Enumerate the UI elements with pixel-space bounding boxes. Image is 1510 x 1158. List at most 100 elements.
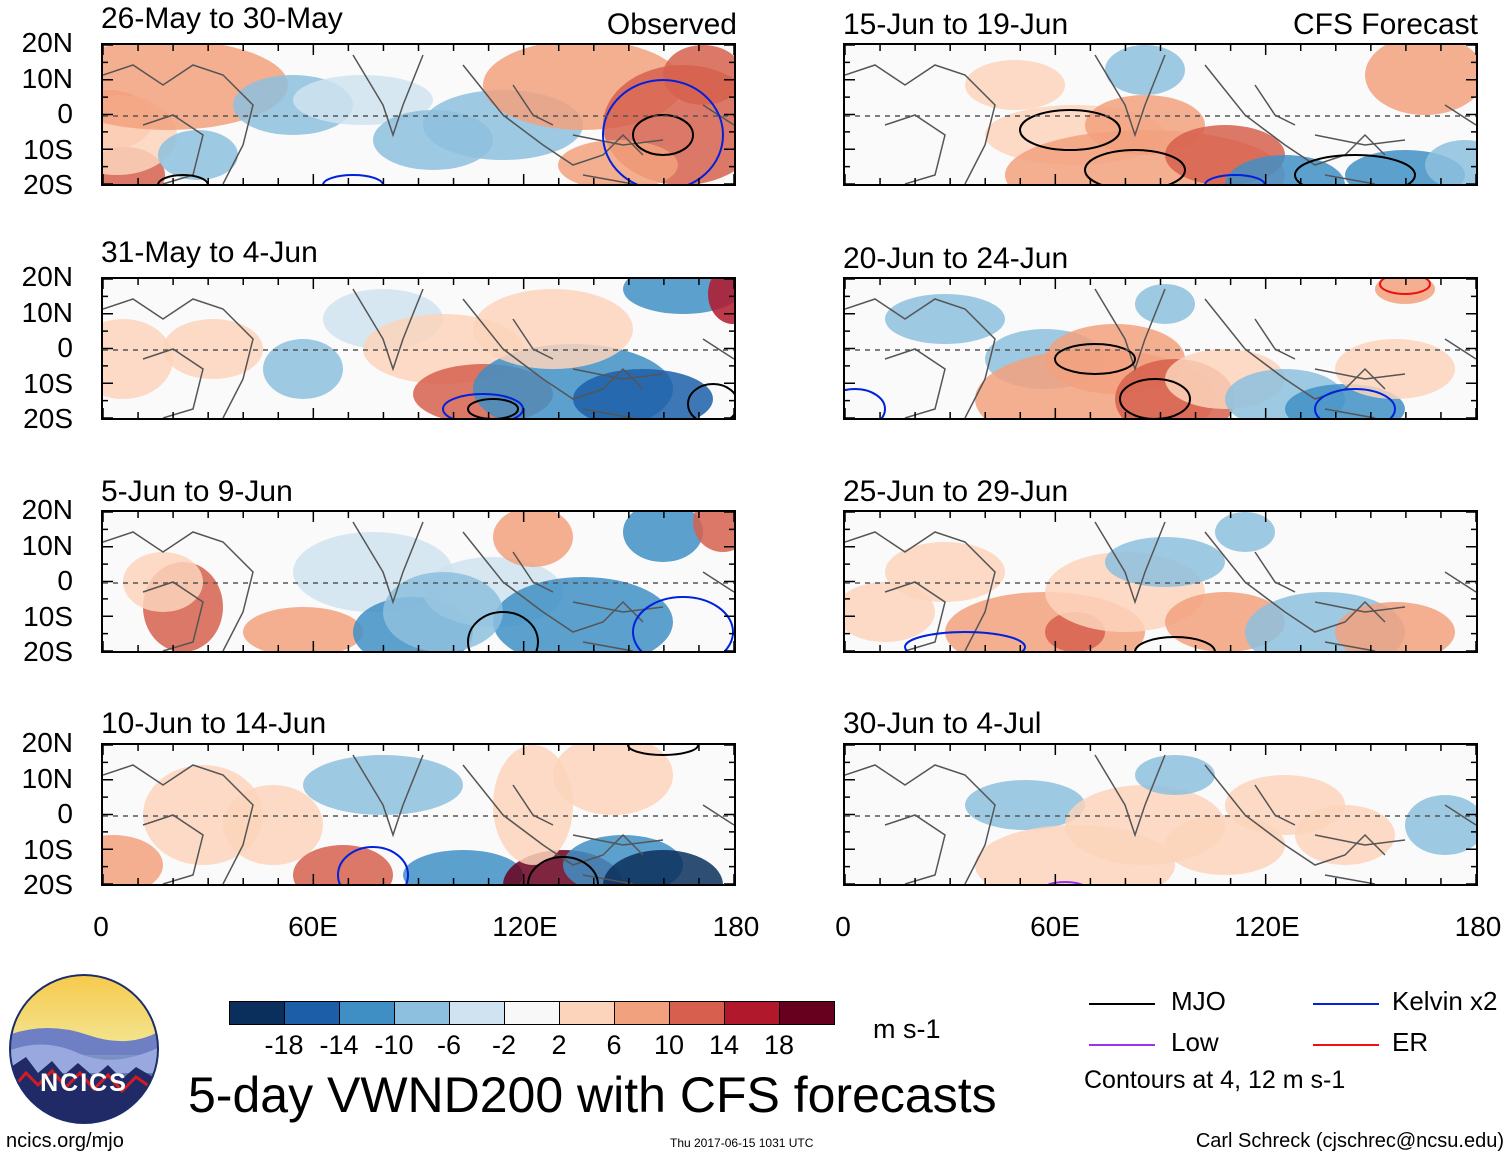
panel-field	[103, 45, 734, 184]
field-anomaly	[1295, 805, 1395, 865]
colorbar-label: -10	[374, 1030, 414, 1060]
y-tick-label: 0	[57, 332, 73, 363]
contour-line	[1047, 881, 1083, 884]
field-anomaly	[1425, 140, 1476, 184]
x-tick-60e-left: 60E	[288, 911, 338, 942]
chart-title: 5-day VWND200 with CFS forecasts	[188, 1067, 997, 1123]
field-anomaly	[623, 279, 734, 314]
field-anomaly	[403, 850, 523, 884]
legend-label-mjo: MJO	[1171, 986, 1226, 1016]
y-tick-label: 10S	[23, 133, 73, 165]
colorbar-label: 6	[606, 1030, 622, 1060]
colorbar-swatch	[669, 1001, 725, 1025]
y-tick-label: 10N	[21, 762, 73, 794]
field-anomaly	[263, 339, 343, 399]
coastline	[103, 754, 734, 884]
contour-line	[632, 596, 734, 651]
contour-line	[1204, 174, 1266, 184]
colorbar-swatch	[394, 1001, 450, 1025]
y-tick-label: 20S	[23, 869, 73, 900]
x-tick-0-right: 0	[835, 911, 851, 942]
field-anomaly	[1135, 284, 1195, 324]
y-tick-label: 10N	[21, 296, 73, 328]
legend-label-low: Low	[1171, 1027, 1219, 1057]
panel-title-5: 15-Jun to 19-Jun	[843, 8, 1069, 41]
colorbar-label: 14	[708, 1030, 740, 1060]
colorbar-label: 2	[551, 1030, 567, 1060]
legend-line-er	[1313, 1044, 1379, 1046]
coastline	[845, 754, 1476, 884]
x-tick-180-left: 180	[712, 911, 760, 942]
field-anomaly	[123, 552, 203, 612]
y-tick-label: 10N	[21, 62, 73, 94]
field-anomaly	[965, 780, 1085, 830]
panel-forecast-3	[843, 510, 1478, 653]
x-tick-180-right: 180	[1454, 911, 1502, 942]
contour-line	[627, 745, 699, 756]
field-anomaly	[1365, 45, 1476, 115]
y-tick-label: 20S	[23, 169, 73, 200]
colorbar-swatch	[614, 1001, 670, 1025]
colorbar-label: -6	[436, 1030, 461, 1060]
panel-field	[103, 512, 734, 651]
ncics-logo: NCICS	[8, 973, 160, 1125]
y-tick-label: 0	[57, 565, 73, 596]
legend-label-kelvin: Kelvin x2	[1392, 986, 1498, 1016]
legend-label-er: ER	[1392, 1027, 1429, 1057]
field-anomaly	[885, 294, 1005, 344]
contour-line	[1379, 279, 1431, 295]
field-anomaly	[1335, 339, 1455, 399]
field-anomaly	[1405, 795, 1476, 855]
coastline	[845, 54, 1476, 184]
contour-line	[322, 174, 384, 184]
panel-observed-4	[101, 743, 736, 886]
field-anomaly	[1215, 512, 1275, 552]
colorbar-label: 10	[653, 1030, 685, 1060]
coastline	[103, 521, 734, 651]
panel-field	[103, 745, 734, 884]
contour-line	[527, 856, 599, 884]
colorbar-swatch	[504, 1001, 560, 1025]
colorbar-label: -18	[264, 1030, 304, 1060]
y-tick-label: 10S	[23, 600, 73, 632]
x-tick-60e-right: 60E	[1030, 911, 1080, 942]
contour-line	[687, 383, 734, 418]
panel-forecast-2	[843, 277, 1478, 420]
field-anomaly	[573, 369, 713, 418]
field-anomaly	[303, 755, 463, 815]
forecast-label: CFS Forecast	[1292, 8, 1478, 41]
panel-forecast-1	[843, 43, 1478, 186]
panel-field	[103, 279, 734, 418]
field-anomaly	[103, 835, 163, 884]
field-anomaly	[1105, 537, 1225, 587]
y-tick-label: 10N	[21, 529, 73, 561]
field-anomaly	[965, 60, 1065, 110]
contour-line	[337, 846, 409, 884]
field-anomaly	[553, 745, 673, 815]
logo-text: NCICS	[40, 1069, 128, 1097]
field-anomaly	[493, 577, 673, 651]
observed-label: Observed	[606, 8, 737, 41]
field-anomaly	[603, 850, 723, 884]
colorbar-label: -14	[319, 1030, 359, 1060]
legend-line-kelvin	[1313, 1003, 1379, 1005]
field-anomaly	[1105, 45, 1185, 95]
contour-note: Contours at 4, 12 m s-1	[1084, 1066, 1346, 1094]
contour-line	[1134, 636, 1216, 651]
contour-line	[157, 174, 209, 184]
field-anomaly	[103, 319, 173, 399]
logo-graphic	[9, 974, 159, 1124]
panel-field	[845, 45, 1476, 184]
panel-title-1: 26-May to 30-May	[101, 2, 343, 35]
field-anomaly	[243, 607, 363, 651]
field-anomaly	[1135, 755, 1215, 795]
footer-url[interactable]: ncics.org/mjo	[6, 1130, 124, 1152]
panel-title-7: 25-Jun to 29-Jun	[843, 475, 1069, 508]
y-tick-label: 20N	[21, 261, 73, 292]
panel-field	[845, 745, 1476, 884]
y-tick-label: 20N	[21, 27, 73, 58]
colorbar-label: -2	[491, 1030, 516, 1060]
contour-line	[904, 631, 1026, 651]
y-tick-label: 20S	[23, 403, 73, 434]
contour-line	[1019, 109, 1121, 151]
